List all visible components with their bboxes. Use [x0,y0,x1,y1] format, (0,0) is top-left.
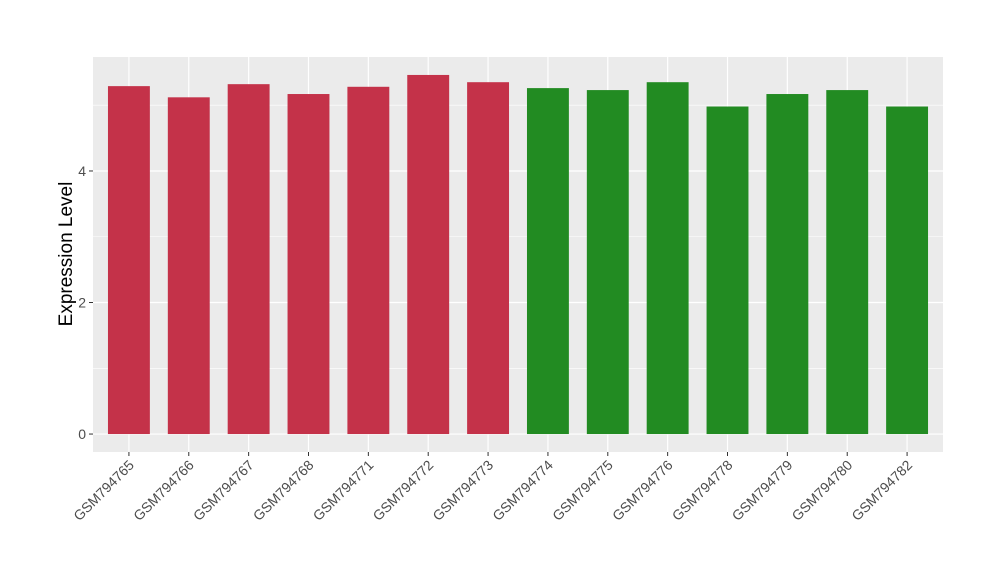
bar-GSM794774 [526,88,569,435]
y-axis-label: Expression Level [56,182,77,327]
x-tick-label: GSM794767 [190,457,257,524]
bar-GSM794767 [227,84,270,435]
bar-GSM794782 [886,106,929,435]
bar-GSM794775 [586,90,629,435]
x-tick-label: GSM794768 [250,457,317,524]
x-tick-label: GSM794775 [549,457,616,524]
x-tick-label: GSM794772 [369,457,436,524]
x-tick-label: GSM794766 [130,457,197,524]
y-tick-label: 2 [78,295,86,311]
bar-GSM794776 [646,82,689,435]
x-tick-label: GSM794778 [669,457,736,524]
panel-background [93,57,943,452]
bar-GSM794771 [347,86,390,435]
y-tick-label: 0 [78,426,86,442]
bar-GSM794778 [706,106,749,435]
x-tick-label: GSM794774 [489,457,556,524]
x-tick-label: GSM794780 [788,457,855,524]
x-tick-label: GSM794765 [70,457,137,524]
bar-GSM794765 [107,86,150,435]
bar-GSM794768 [287,94,330,435]
y-tick-label: 4 [78,163,86,179]
x-tick-label: GSM794782 [848,457,915,524]
x-tick-label: GSM794779 [729,457,796,524]
x-tick-label: GSM794776 [609,457,676,524]
bar-GSM794766 [167,97,210,435]
bar-GSM794780 [826,90,869,435]
bar-GSM794773 [467,82,510,435]
bar-GSM794779 [766,94,809,435]
bar-GSM794772 [407,74,450,435]
x-tick-label: GSM794771 [310,457,377,524]
x-tick-label: GSM794773 [429,457,496,524]
